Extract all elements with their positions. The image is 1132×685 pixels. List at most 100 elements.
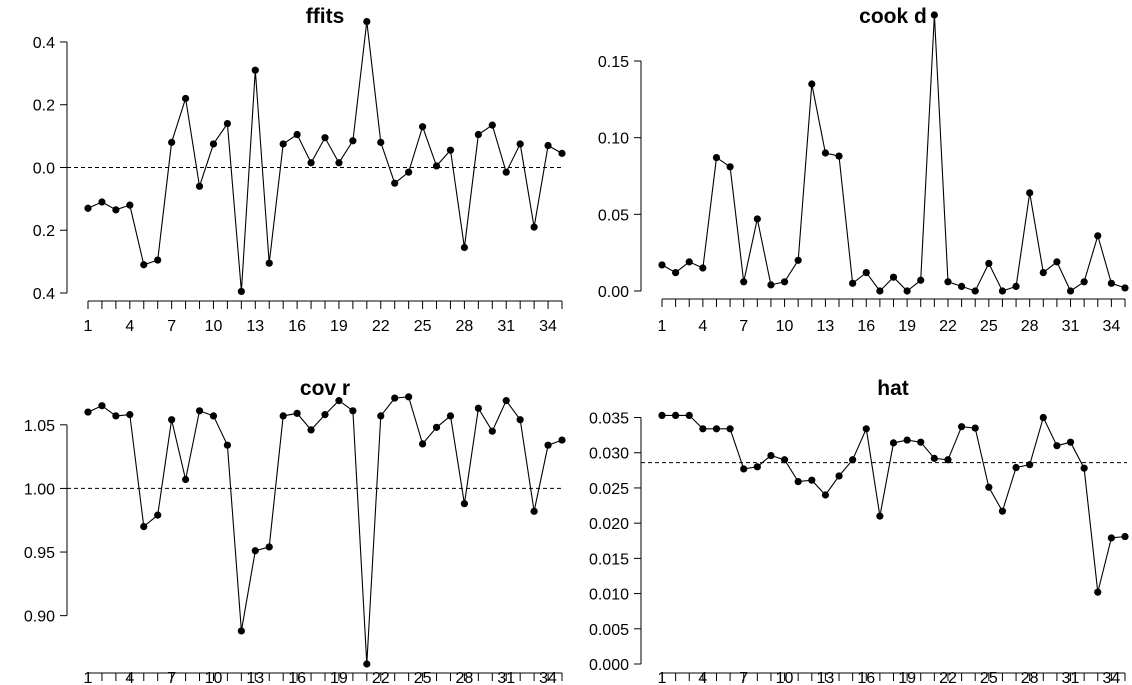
data-point <box>223 119 232 128</box>
data-point <box>195 182 204 190</box>
data-point <box>126 201 134 209</box>
data-point <box>985 483 993 491</box>
data-point <box>168 138 176 146</box>
data-point <box>251 66 259 74</box>
y-tick-label: 0.010 <box>589 587 629 604</box>
y-tick-label: 0.05 <box>598 207 629 224</box>
x-tick-label: 31 <box>497 318 515 335</box>
data-point <box>446 412 455 420</box>
x-tick-label: 10 <box>776 670 794 685</box>
data-point <box>699 425 707 433</box>
data-point <box>862 425 870 433</box>
x-tick-label: 28 <box>1021 670 1039 685</box>
data-point <box>726 163 734 171</box>
data-point <box>971 424 979 432</box>
data-point <box>1107 279 1115 287</box>
y-tick-label: 0.025 <box>589 481 629 498</box>
series-line <box>87 396 563 665</box>
data-point <box>502 397 510 405</box>
x-tick-label: 19 <box>330 670 348 685</box>
data-point <box>1107 534 1115 542</box>
y-tick-label: 0.015 <box>589 551 629 568</box>
y-tick-label: 0.035 <box>589 411 629 428</box>
y-tick-label: 0.4 <box>33 35 55 52</box>
data-point <box>699 264 707 272</box>
data-point <box>957 282 966 290</box>
data-point <box>917 276 925 284</box>
data-point <box>740 278 748 286</box>
x-tick-label: 34 <box>1102 670 1120 685</box>
data-point <box>474 404 482 412</box>
data-point <box>985 259 993 267</box>
data-point <box>712 154 721 162</box>
data-point <box>418 440 427 448</box>
data-point <box>889 439 898 447</box>
data-point <box>672 411 680 420</box>
y-tick-label: 0.00 <box>598 284 629 301</box>
data-point <box>712 425 721 433</box>
data-point <box>944 456 952 464</box>
data-point <box>335 159 343 167</box>
x-tick-label: 22 <box>939 318 957 335</box>
data-point <box>835 472 843 480</box>
x-tick-label: 1 <box>658 670 667 685</box>
y-tick-label: 0.020 <box>589 516 629 533</box>
data-point <box>84 408 92 416</box>
x-tick-label: 4 <box>698 318 707 335</box>
data-point <box>377 412 385 420</box>
x-tick-label: 13 <box>817 670 835 685</box>
data-point <box>544 441 552 449</box>
data-point <box>1066 438 1075 446</box>
data-point <box>265 543 273 551</box>
x-tick-label: 28 <box>456 670 474 685</box>
x-tick-label: 13 <box>246 670 264 685</box>
x-tick-label: 34 <box>539 670 557 685</box>
data-point <box>349 137 357 145</box>
data-point <box>432 162 441 170</box>
data-point <box>279 140 287 148</box>
x-tick-label: 25 <box>414 670 432 685</box>
data-point <box>558 149 566 157</box>
data-point <box>126 411 134 419</box>
data-point <box>321 411 329 419</box>
data-point <box>685 258 693 266</box>
series-line <box>661 14 1126 292</box>
data-point <box>740 465 748 473</box>
x-tick-label: 16 <box>288 318 306 335</box>
data-point <box>112 412 120 420</box>
x-tick-label: 34 <box>539 318 557 335</box>
x-tick-label: 13 <box>246 318 264 335</box>
data-point <box>418 123 427 131</box>
data-point <box>767 451 775 460</box>
data-point <box>903 287 911 295</box>
panel-title: cook d <box>859 5 927 28</box>
data-point <box>335 397 343 405</box>
x-tick-label: 4 <box>125 318 134 335</box>
x-tick-label: 25 <box>414 318 432 335</box>
data-point <box>544 141 552 150</box>
data-point <box>808 80 816 88</box>
data-point <box>237 287 245 296</box>
x-tick-label: 4 <box>125 670 134 685</box>
y-tick-label: 0.4 <box>33 286 55 303</box>
data-point <box>140 522 148 531</box>
x-tick-label: 10 <box>776 318 794 335</box>
data-point <box>767 281 775 289</box>
data-point <box>1121 532 1129 541</box>
data-point <box>808 476 816 484</box>
data-point <box>862 269 870 277</box>
panel-cov-r: cov r 1.05 1.00 0.95 0.90 1 4 7 10 13 16 19 22 25 28 31… <box>24 377 566 685</box>
series-line <box>87 21 563 292</box>
data-point <box>780 278 789 286</box>
y-tick-label: 0.2 <box>33 98 55 115</box>
data-point <box>265 259 273 267</box>
data-point <box>1121 284 1129 292</box>
data-point <box>821 491 830 499</box>
y-tick-label: 0.0 <box>33 160 55 177</box>
data-point <box>903 436 911 444</box>
data-point <box>917 438 925 446</box>
data-point <box>279 412 287 420</box>
data-point <box>1080 278 1088 286</box>
